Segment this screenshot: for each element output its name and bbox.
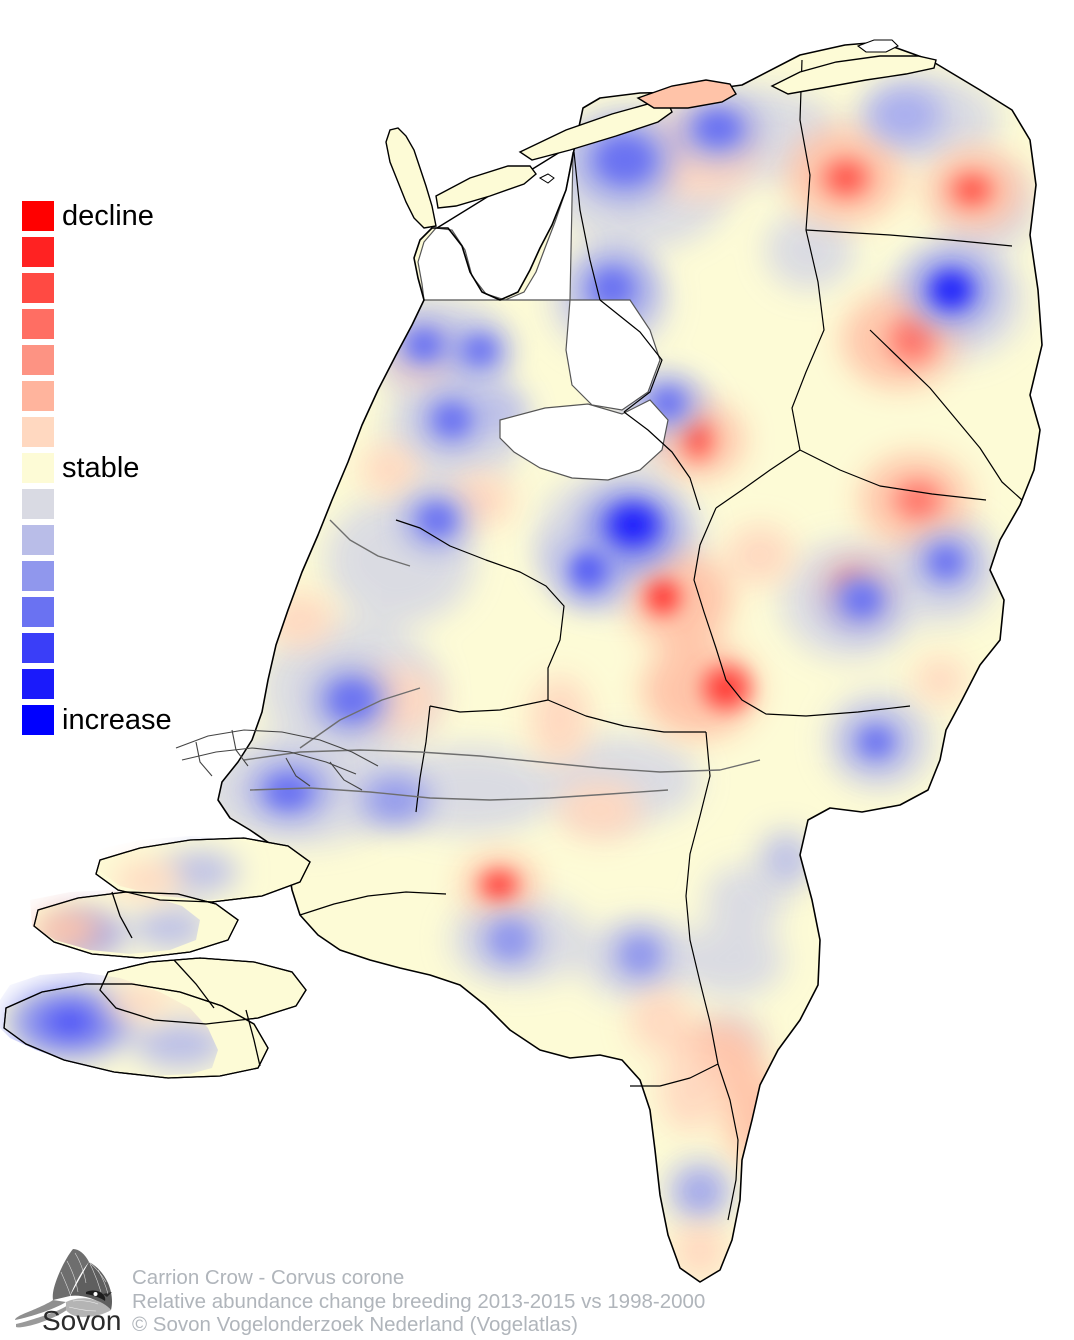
legend-label-increase: increase [62, 703, 172, 736]
legend-row [22, 234, 222, 270]
legend-swatch-increase-3 [22, 561, 54, 591]
legend: decline stable [22, 198, 222, 738]
caption-copyright: © Sovon Vogelonderzoek Nederland (Vogela… [132, 1313, 578, 1336]
legend-label-decline: decline [62, 199, 154, 232]
legend-swatch-decline-2 [22, 273, 54, 303]
caption-block: Carrion Crow - Corvus corone Relative ab… [132, 1266, 705, 1337]
legend-row: decline [22, 198, 222, 234]
zeeland-group [3, 837, 311, 1079]
legend-row [22, 342, 222, 378]
rotterdam-waterways [175, 729, 379, 791]
legend-label-stable: stable [62, 451, 140, 484]
wadden-islands [385, 39, 937, 229]
province-borders [299, 59, 1023, 1221]
island-rottumeroog [856, 39, 899, 53]
legend-swatch-decline-4 [22, 345, 54, 375]
markermeer-water [499, 399, 669, 481]
legend-swatch-decline-1 [22, 237, 54, 267]
legend-row [22, 486, 222, 522]
island-ameland [636, 79, 737, 109]
legend-swatch-stable [22, 453, 54, 483]
legend-row: stable [22, 450, 222, 486]
island-terschelling [518, 102, 673, 161]
legend-swatch-increase-4 [22, 597, 54, 627]
island-dot-small [538, 173, 555, 184]
legend-swatch-decline-5 [22, 381, 54, 411]
island-vlieland [435, 165, 537, 209]
caption-species: Carrion Crow - Corvus corone [132, 1266, 405, 1289]
legend-row [22, 306, 222, 342]
legend-swatch-increase-7 [22, 705, 54, 735]
legend-row [22, 630, 222, 666]
surface-layer-red-cores [479, 156, 996, 901]
legend-row [22, 414, 222, 450]
legend-row [22, 666, 222, 702]
footer: Sovon Carrion Crow - Corvus corone Relat… [0, 1240, 1074, 1340]
island-schiermonnikoog [770, 55, 937, 95]
legend-row [22, 378, 222, 414]
sovon-wordmark: Sovon [42, 1305, 121, 1336]
mainland-outline [217, 41, 1043, 1283]
sovon-logo: Sovon [15, 1249, 121, 1336]
island-texel [385, 127, 437, 229]
zeeland-outlines [3, 837, 311, 1079]
swallow-icon [15, 1249, 112, 1328]
ijsselmeer-waters [417, 151, 669, 481]
legend-row: increase [22, 702, 222, 738]
legend-swatch-increase-1 [22, 489, 54, 519]
legend-row [22, 558, 222, 594]
legend-swatch-decline-3 [22, 309, 54, 339]
legend-swatch-decline-6 [22, 417, 54, 447]
legend-swatch-increase-6 [22, 669, 54, 699]
legend-row [22, 270, 222, 306]
rivers [243, 519, 761, 801]
legend-swatch-increase-5 [22, 633, 54, 663]
ijsselmeer-water [417, 151, 661, 411]
surface-layer-blue-cores [268, 113, 973, 966]
legend-row [22, 594, 222, 630]
legend-row [22, 522, 222, 558]
mainland-group [217, 41, 1043, 1283]
legend-swatch-increase-2 [22, 525, 54, 555]
legend-swatch-decline-0 [22, 201, 54, 231]
caption-subtitle: Relative abundance change breeding 2013-… [132, 1289, 706, 1313]
